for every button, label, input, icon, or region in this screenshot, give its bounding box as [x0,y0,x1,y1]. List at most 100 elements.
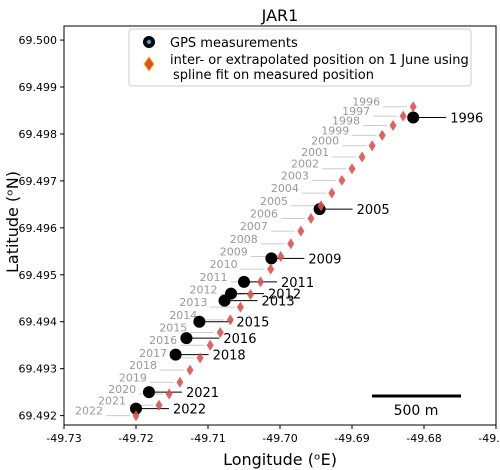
legend-spline-marker [143,56,155,72]
gps-year-label: 2012 [268,288,301,303]
spline-year-label: 2010 [210,258,238,271]
spline-point [267,263,275,275]
y-tick-label: 69.497 [19,175,58,188]
spline-point [297,225,305,237]
spline-point [368,140,376,152]
spline-year-label: 1996 [352,96,380,109]
gps-year-label: 2018 [213,349,246,364]
spline-point [409,101,417,113]
gps-year-label: 2011 [281,276,314,291]
gps-point [238,275,250,288]
spline-year-label: 2009 [220,245,248,258]
gps-year-label: 2005 [357,203,390,218]
gps-year-label: 2021 [186,386,219,401]
spline-year-label: 2007 [240,220,268,233]
gps-point [130,402,142,415]
spline-point [176,376,184,388]
y-tick-label: 69.493 [19,363,58,376]
spline-year-label: 2016 [149,334,177,347]
x-tick-label: -49.71 [190,432,225,445]
scale-bar: 500 m [372,394,461,419]
y-tick-label: 69.498 [19,128,58,141]
x-axis-label: Longitude (ᵒE) [223,450,337,469]
spline-point [378,129,386,141]
gps-point [265,252,278,265]
y-axis-label: Latitude (ᵒN) [3,171,22,273]
legend-gps-marker-inner [146,39,152,45]
gps-year-label: 2013 [262,295,295,310]
legend-gps-label: GPS measurements [170,36,298,51]
gps-year-label: 2022 [173,403,206,418]
scale-bar-label: 500 m [394,403,439,419]
y-tick-label: 69.496 [19,222,58,235]
y-tick-label: 69.495 [19,269,58,282]
spline-year-label: 2006 [250,207,278,220]
spline-year-label: 2018 [129,359,157,372]
spline-point [328,187,336,199]
spline-year-label: 1999 [321,124,349,137]
spline-year-label: 2020 [108,383,136,396]
chart-title: JAR1 [261,6,299,25]
spline-year-label: 2022 [75,405,103,418]
legend-box [128,28,472,87]
spline-year-label: 2001 [301,146,329,159]
spline-year-label: 2012 [189,284,217,297]
gps-year-label: 1996 [450,112,483,127]
y-tick-label: 69.500 [19,34,58,47]
spline-point [257,276,265,288]
gps-point [193,315,206,328]
x-tick-label: -49.67 [478,432,500,445]
spline-point [399,110,407,122]
x-tick-label: -49.68 [406,432,441,445]
x-tick-label: -49.69 [334,432,369,445]
spline-point [132,410,140,422]
spline-point [358,151,366,163]
spline-year-label: 2000 [311,135,339,148]
gps-year-label: 2015 [236,316,269,331]
y-tick-label: 69.494 [19,316,58,329]
spline-point [246,289,254,301]
spline-year-label: 2004 [271,182,299,195]
spline-year-label: 2021 [98,394,126,407]
gps-year-label: 2009 [308,252,341,267]
spline-point [216,327,224,339]
gps-point [169,348,182,361]
spline-point [165,388,173,400]
spline-year-label: 2002 [291,158,319,171]
legend-spline-label-line1: inter- or extrapolated position on 1 Jun… [170,53,469,68]
spline-year-label: 2014 [169,309,197,322]
spline-year-label: 2008 [230,233,258,246]
spline-year-label: 1997 [342,105,370,118]
spline-point [196,352,204,364]
spline-point [287,238,295,250]
spline-year-label: 2005 [260,195,288,208]
gps-point [142,386,155,399]
y-tick-label: 69.492 [19,410,58,423]
gps-point [180,332,193,345]
spline-point [317,200,325,212]
spline-point [307,212,315,224]
x-tick-label: -49.73 [46,432,81,445]
plot-area [63,25,497,426]
spline-year-label: 2003 [281,169,309,182]
spline-point [277,250,285,262]
legend-spline-label-line2: spline fit on measured position [173,68,374,83]
spline-year-label: 2011 [200,271,228,284]
spline-point [155,399,163,411]
spline-year-label: 2013 [179,296,207,309]
spline-point [226,314,234,326]
gps-point [407,111,420,124]
y-tick-label: 69.499 [19,81,58,94]
legend: GPS measurements inter- or extrapolated … [128,28,472,87]
spline-point [186,364,194,376]
x-tick-label: -49.70 [262,432,297,445]
spline-year-label: 2019 [119,371,147,384]
spline-point [348,163,356,175]
spline-point [338,174,346,186]
spline-year-label: 1998 [332,115,360,128]
x-tick-label: -49.72 [118,432,153,445]
gps-year-label: 2016 [223,332,256,347]
spline-year-label: 2017 [139,347,167,360]
spline-point [236,301,244,313]
